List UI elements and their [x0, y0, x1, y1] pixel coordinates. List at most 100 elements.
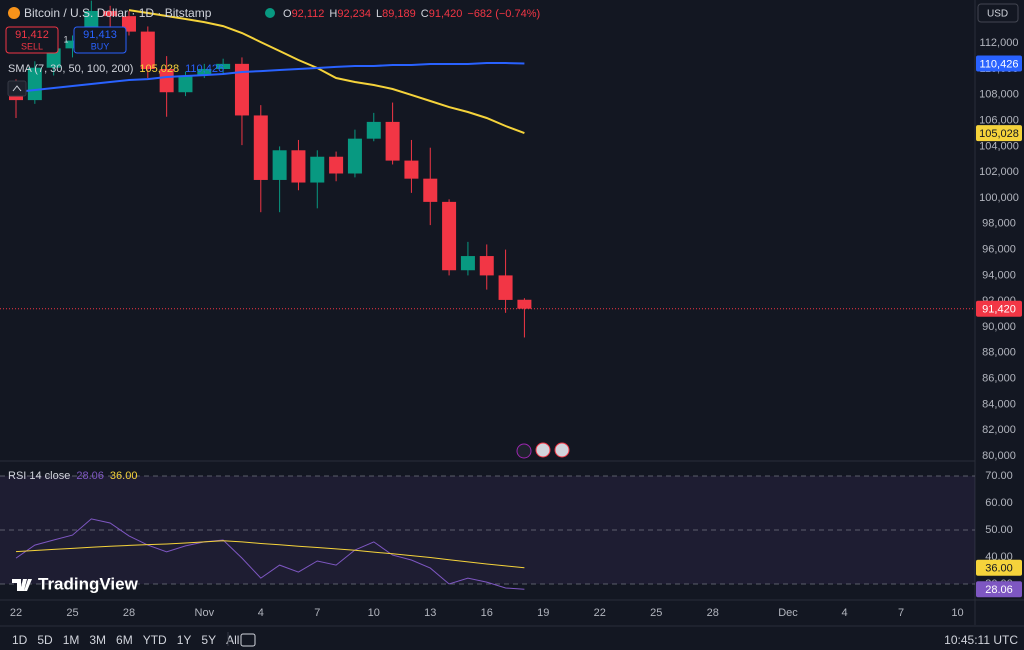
time-tick-label: 10: [951, 607, 963, 619]
price-tick-label: 112,000: [980, 37, 1019, 49]
sell-button[interactable]: [5, 26, 59, 54]
time-tick-label: 25: [650, 607, 662, 619]
price-badge: [976, 55, 1022, 72]
ohlc-value: 91,420: [429, 8, 463, 20]
candle-body: [65, 40, 80, 49]
candle-body: [291, 150, 306, 183]
range-button[interactable]: 6M: [116, 633, 133, 647]
price-tick-label: 86,000: [982, 373, 1016, 385]
ohlc-key: O: [283, 8, 292, 20]
candle-body: [197, 69, 212, 76]
event-icon[interactable]: [516, 443, 532, 459]
time-tick-label: 28: [707, 607, 719, 619]
ohlc-legend: O92,112 H92,234 L89,189 C91,420 −682 (−0.74%…: [283, 8, 540, 20]
candle-body: [479, 256, 494, 276]
range-button[interactable]: 1D: [12, 633, 28, 647]
ohlc-value: 89,189: [382, 8, 416, 20]
currency-button[interactable]: [977, 3, 1019, 23]
buy-button[interactable]: [73, 26, 127, 54]
buy-label[interactable]: BUY: [91, 41, 110, 51]
range-button[interactable]: 1M: [63, 633, 80, 647]
time-tick-label: 13: [424, 607, 436, 619]
range-button[interactable]: 5Y: [201, 633, 216, 647]
price-tick-label: 108,000: [979, 89, 1019, 101]
price-badge: [976, 581, 1022, 598]
clock: 10:45:11 UTC: [944, 633, 1018, 647]
price-badge: [976, 300, 1022, 317]
rsi-tick-label: 70.00: [985, 470, 1013, 482]
price-tick-label: 98,000: [982, 218, 1016, 230]
price-badge: [976, 559, 1022, 576]
price-tick-label: 80,000: [982, 450, 1016, 462]
range-button[interactable]: 3M: [89, 633, 106, 647]
time-tick-label: Nov: [195, 607, 215, 619]
price-tick-label: 94,000: [982, 269, 1016, 281]
logo-text: TradingView: [38, 574, 139, 593]
spread: 1: [63, 34, 68, 44]
legend-title: SMA (7, 30, 50, 100, 200): [8, 63, 133, 75]
time-tick-label: 22: [594, 607, 606, 619]
candle-body: [27, 67, 42, 101]
candle-body: [216, 63, 231, 70]
axes: 80,00082,00084,00086,00088,00090,00092,0…: [10, 37, 1022, 619]
time-tick-label: 10: [368, 607, 380, 619]
candle-body: [329, 156, 344, 174]
time-tick-label: 19: [537, 607, 549, 619]
time-tick-label: 16: [481, 607, 493, 619]
event-icon[interactable]: [554, 442, 570, 458]
candle-body: [366, 121, 381, 139]
candle-body: [404, 160, 419, 179]
time-tick-label: Dec: [778, 607, 798, 619]
time-tick-label: 4: [258, 607, 264, 619]
ohlc-key: L: [376, 8, 382, 20]
candle-body: [423, 178, 438, 202]
collapse-button[interactable]: [7, 80, 27, 97]
collapse-icon: [12, 85, 22, 92]
rsi-tick-label: 60.00: [985, 497, 1013, 509]
symbol-title: Bitcoin / U.S. Dollar · 1D · Bitstamp: [24, 6, 212, 20]
price-badge: [976, 125, 1022, 142]
candle-body: [442, 201, 457, 271]
currency-label[interactable]: USD: [987, 9, 1008, 20]
legend-title: RSI 14 close: [8, 470, 70, 482]
candle-body: [385, 121, 400, 161]
candle-body: [159, 69, 174, 93]
time-tick-label: 7: [898, 607, 904, 619]
event-icon[interactable]: [535, 442, 551, 458]
candle-body: [234, 63, 249, 116]
range-button[interactable]: All: [226, 633, 239, 647]
price-tick-label: 100,000: [979, 192, 1019, 204]
rsi-pane: [0, 475, 975, 590]
sma-legend: SMA (7, 30, 50, 100, 200) 105,028 110,426: [8, 63, 224, 75]
time-tick-label: 4: [841, 607, 847, 619]
sma-line: [128, 9, 525, 135]
time-tick-label: 25: [66, 607, 78, 619]
sell-price[interactable]: 91,412: [15, 29, 49, 41]
range-button[interactable]: YTD: [143, 633, 167, 647]
market-status: [265, 8, 275, 18]
price-badge-label: 91,420: [982, 304, 1016, 316]
price-tick-label: 102,000: [979, 166, 1019, 178]
legend-value: 28.06: [76, 470, 104, 482]
buy-price[interactable]: 91,413: [83, 29, 117, 41]
candle-body: [140, 31, 155, 70]
price-tick-label: 96,000: [982, 244, 1016, 256]
candle-body: [460, 256, 475, 271]
time-tick-label: 22: [10, 607, 22, 619]
sell-label[interactable]: SELL: [21, 41, 43, 51]
legend-value: 105,028: [139, 63, 179, 75]
candle-body: [498, 275, 513, 300]
price-badge-label: 36.00: [985, 563, 1013, 575]
price-tick-label: 90,000: [982, 321, 1016, 333]
range-button[interactable]: 5D: [37, 633, 53, 647]
range-button[interactable]: 1Y: [177, 633, 192, 647]
ohlc-change: −682 (−0.74%): [467, 8, 540, 20]
rsi-line: [15, 518, 525, 590]
calendar-icon[interactable]: [240, 633, 256, 647]
price-badge-label: 110,426: [980, 58, 1019, 70]
coin-icon: [8, 7, 20, 19]
candle-body: [178, 75, 193, 93]
logo-mark: [12, 579, 32, 591]
